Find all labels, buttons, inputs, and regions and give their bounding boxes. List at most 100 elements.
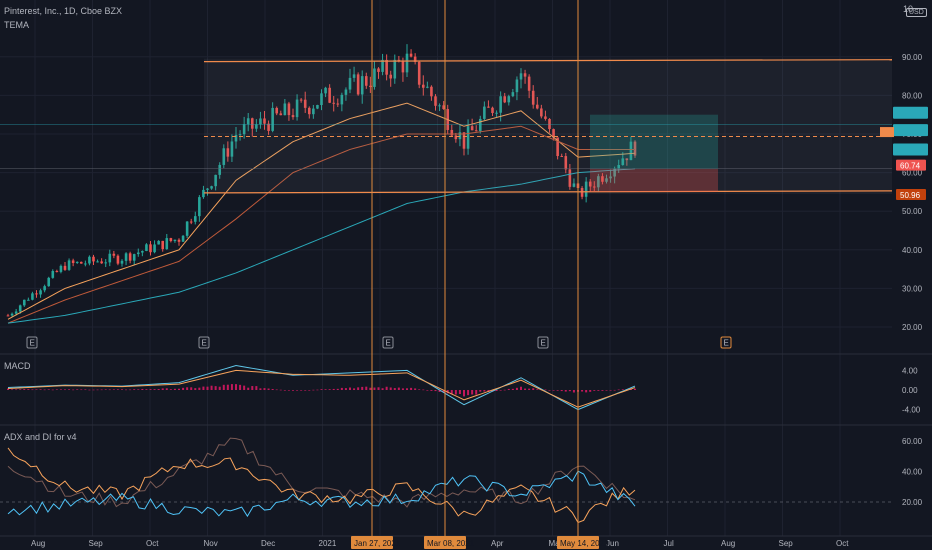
candle-body: [324, 87, 327, 94]
macd-histogram-bar: [31, 389, 34, 391]
candle-body: [136, 252, 140, 255]
candle-body: [287, 103, 291, 116]
macd-histogram-bar: [568, 390, 571, 392]
date-highlight: [351, 536, 393, 549]
time-axis-tick: Aug: [31, 539, 45, 548]
macd-histogram-bar: [239, 384, 242, 390]
macd-histogram-bar: [406, 388, 408, 390]
candle-body: [320, 93, 323, 106]
macd-histogram-bar: [463, 390, 465, 397]
candle-body: [283, 103, 287, 116]
candle-body: [597, 176, 600, 188]
candle-body: [409, 53, 413, 57]
time-axis-tick: Aug: [721, 539, 735, 548]
macd-histogram-bar: [422, 389, 425, 391]
candle-body: [198, 197, 201, 217]
earnings-marker-label: E: [386, 339, 391, 348]
adx-pane-label: ADX and DI for v4: [4, 432, 77, 442]
indicator-label: TEMA: [4, 20, 30, 30]
candle-body: [560, 156, 564, 158]
candle-body: [271, 107, 274, 131]
macd-histogram-bar: [410, 387, 413, 390]
channel-fill: [204, 58, 892, 194]
macd-histogram-bar: [7, 388, 9, 390]
moving-average-line: [7, 125, 635, 324]
macd-histogram-bar: [194, 388, 197, 390]
moving-average-line: [7, 168, 636, 324]
macd-histogram-bar: [230, 384, 233, 390]
macd-histogram-bar: [524, 388, 527, 390]
time-axis-tick: Nov: [204, 539, 218, 548]
time-axis-tick: Oct: [836, 539, 849, 548]
price-tag: [893, 143, 928, 156]
candle-body: [470, 126, 474, 131]
macd-histogram-bar: [430, 390, 433, 391]
macd-histogram-bar: [133, 389, 136, 390]
macd-histogram-bar: [426, 390, 429, 391]
candle-body: [389, 74, 393, 79]
candle-body: [417, 61, 421, 85]
candle-body: [299, 99, 303, 101]
candle-body: [177, 239, 181, 242]
macd-histogram-bar: [304, 390, 307, 391]
candle-body: [535, 104, 539, 109]
macd-histogram-bar: [556, 390, 559, 391]
macd-histogram-bar: [572, 390, 575, 393]
candle-body: [279, 113, 283, 116]
macd-histogram-bar: [186, 387, 189, 390]
adx-pane[interactable]: [0, 437, 892, 524]
macd-histogram-bar: [271, 388, 274, 390]
macd-histogram-bar: [169, 389, 172, 390]
macd-histogram-bar: [560, 390, 563, 392]
macd-histogram-bar: [353, 388, 356, 390]
macd-histogram-bar: [27, 389, 30, 390]
macd-histogram-bar: [23, 389, 26, 390]
macd-histogram-bar: [218, 386, 221, 390]
candle-body: [259, 118, 262, 125]
macd-histogram-bar: [479, 390, 482, 392]
macd-histogram-bar: [385, 386, 388, 390]
macd-histogram-bar: [112, 389, 115, 391]
candle-body: [503, 96, 507, 103]
candle-body: [108, 253, 112, 263]
candle-body: [405, 53, 409, 73]
macd-histogram-bar: [361, 386, 364, 390]
candle-body: [588, 181, 592, 187]
macd-histogram-bar: [401, 388, 404, 390]
macd-histogram-bar: [283, 390, 286, 391]
macd-histogram-bar: [267, 388, 270, 390]
macd-histogram-bar: [312, 389, 315, 391]
drawing-overlay[interactable]: [0, 0, 893, 536]
macd-histogram-bar: [64, 389, 66, 391]
candle-body: [592, 186, 596, 188]
candle-body: [189, 221, 193, 223]
candle-body: [483, 106, 486, 119]
macd-pane[interactable]: [7, 364, 636, 411]
price-tag: [893, 106, 928, 119]
macd-histogram-bar: [243, 385, 246, 390]
macd-histogram-bar: [597, 390, 600, 391]
macd-histogram-bar: [503, 389, 506, 391]
chart-title: Pinterest, Inc., 1D, Cboe BZX: [4, 6, 123, 16]
candle-body: [22, 299, 26, 306]
candle-body: [238, 134, 242, 136]
date-highlight-label: Jan 27, 2021: [354, 539, 401, 548]
price-axis-tick: 20.00: [902, 323, 923, 332]
macd-histogram-bar: [308, 390, 311, 391]
candle-body: [120, 260, 124, 264]
currency-badge[interactable]: USD: [906, 8, 927, 17]
earnings-marker-label: E: [724, 339, 729, 348]
adx-line: [7, 470, 636, 518]
candle-body: [88, 256, 91, 264]
macd-histogram-bar: [544, 389, 547, 391]
macd-histogram-bar: [475, 390, 478, 395]
price-axis-tick: 90.00: [902, 53, 923, 62]
candle-body: [519, 73, 523, 80]
macd-histogram-bar: [393, 388, 396, 390]
candle-body: [128, 253, 132, 261]
macd-histogram-bar: [418, 389, 421, 390]
candle-body: [312, 108, 315, 115]
date-highlight: [424, 536, 466, 549]
